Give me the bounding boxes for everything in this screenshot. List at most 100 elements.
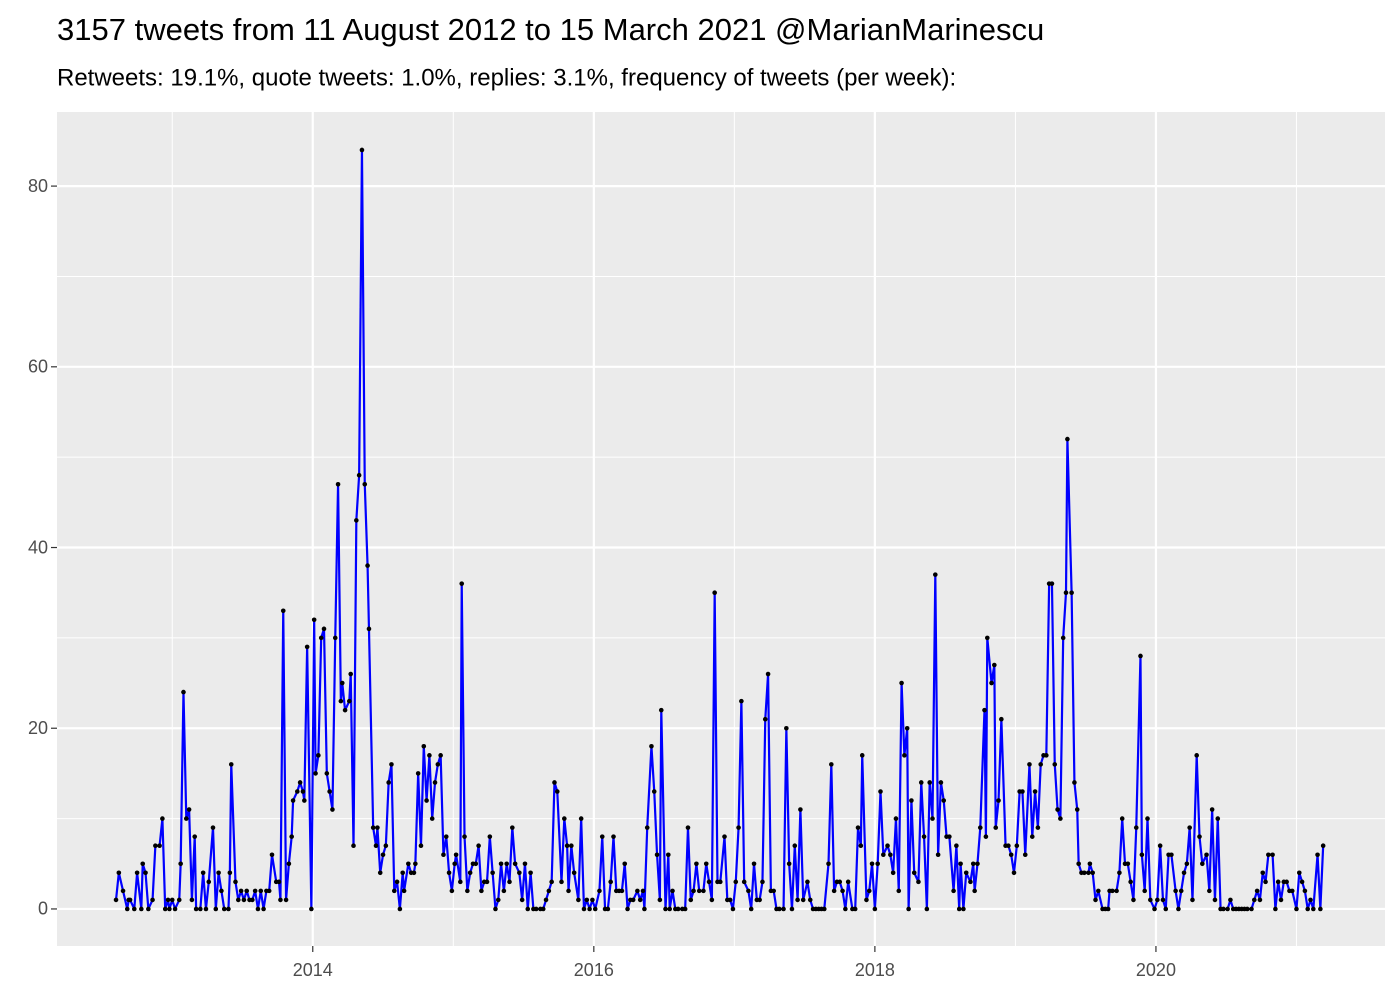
data-point (840, 888, 845, 894)
data-point (1052, 762, 1058, 767)
data-point (608, 879, 613, 885)
data-point (666, 852, 671, 858)
data-point (528, 870, 533, 876)
data-point (280, 608, 286, 614)
data-point (709, 897, 715, 903)
data-point (1011, 870, 1017, 876)
data-point (134, 870, 140, 876)
data-point (893, 816, 899, 821)
data-point (701, 888, 706, 894)
data-point (335, 481, 341, 487)
data-point (316, 753, 321, 758)
y-tick-label: 0 (38, 899, 48, 919)
data-point (1284, 879, 1289, 885)
data-point (1257, 897, 1263, 903)
data-point (1119, 816, 1125, 821)
data-point (418, 843, 424, 849)
chart-subtitle: Retweets: 19.1%, quote tweets: 1.0%, rep… (57, 64, 956, 91)
data-point (321, 626, 327, 632)
data-point (1058, 816, 1063, 821)
data-point (829, 762, 834, 767)
data-point (394, 879, 400, 885)
data-point (432, 780, 438, 785)
data-point (438, 753, 443, 758)
data-point (181, 689, 186, 695)
data-point (651, 789, 657, 794)
data-point (1305, 906, 1311, 912)
data-point (1148, 897, 1153, 903)
data-point (872, 906, 878, 912)
data-point (688, 897, 694, 903)
data-point (362, 481, 368, 487)
data-point (309, 906, 314, 912)
data-point (203, 906, 209, 912)
data-point (1308, 897, 1313, 903)
data-point (706, 879, 712, 885)
data-point (605, 906, 611, 912)
data-point (1294, 906, 1299, 912)
data-point (619, 888, 625, 894)
data-point (487, 834, 493, 839)
data-point (789, 906, 795, 912)
data-point (213, 906, 219, 912)
data-point (193, 906, 199, 912)
data-point (963, 870, 969, 876)
data-point (377, 870, 383, 876)
data-point (859, 753, 865, 758)
data-point (1142, 888, 1147, 894)
data-point (1110, 888, 1115, 894)
data-point (858, 843, 864, 849)
data-point (1169, 852, 1174, 858)
data-point (864, 897, 869, 903)
data-point (1299, 879, 1305, 885)
data-point (446, 870, 452, 876)
data-point (522, 861, 528, 867)
data-point (961, 906, 966, 912)
data-point (1081, 870, 1087, 876)
data-point (1128, 879, 1133, 885)
data-point (427, 753, 432, 758)
data-point (993, 825, 999, 830)
data-point (1296, 870, 1302, 876)
data-point (216, 870, 221, 876)
data-point (206, 879, 212, 885)
data-point (283, 897, 289, 903)
data-point (996, 798, 1001, 803)
data-point (642, 906, 647, 912)
data-point (899, 680, 904, 686)
x-tick-label: 2016 (574, 960, 614, 980)
data-point (266, 888, 272, 894)
data-point (821, 906, 827, 912)
data-point (762, 716, 768, 722)
data-point (1138, 653, 1143, 659)
data-point (1157, 843, 1163, 849)
data-point (760, 879, 765, 885)
data-point (1117, 870, 1122, 876)
data-point (831, 888, 837, 894)
data-point (581, 906, 587, 912)
data-point (703, 861, 709, 867)
data-point (566, 888, 571, 894)
data-point (1252, 897, 1257, 903)
data-point (635, 888, 640, 894)
data-point (881, 852, 886, 858)
data-point (717, 879, 723, 885)
data-point (938, 780, 944, 785)
data-point (837, 879, 843, 885)
data-point (429, 816, 435, 821)
data-point (571, 870, 577, 876)
data-point (510, 825, 515, 830)
data-point (1060, 635, 1066, 641)
data-point (1076, 861, 1081, 867)
data-point (465, 888, 470, 894)
data-point (1215, 816, 1221, 821)
data-point (406, 861, 411, 867)
data-point (1244, 906, 1250, 912)
data-point (739, 698, 744, 704)
data-point (1155, 897, 1160, 903)
data-point (359, 147, 365, 153)
plot-area (113, 147, 1326, 912)
data-point (663, 906, 668, 912)
data-point (930, 816, 935, 821)
data-point (389, 762, 394, 767)
